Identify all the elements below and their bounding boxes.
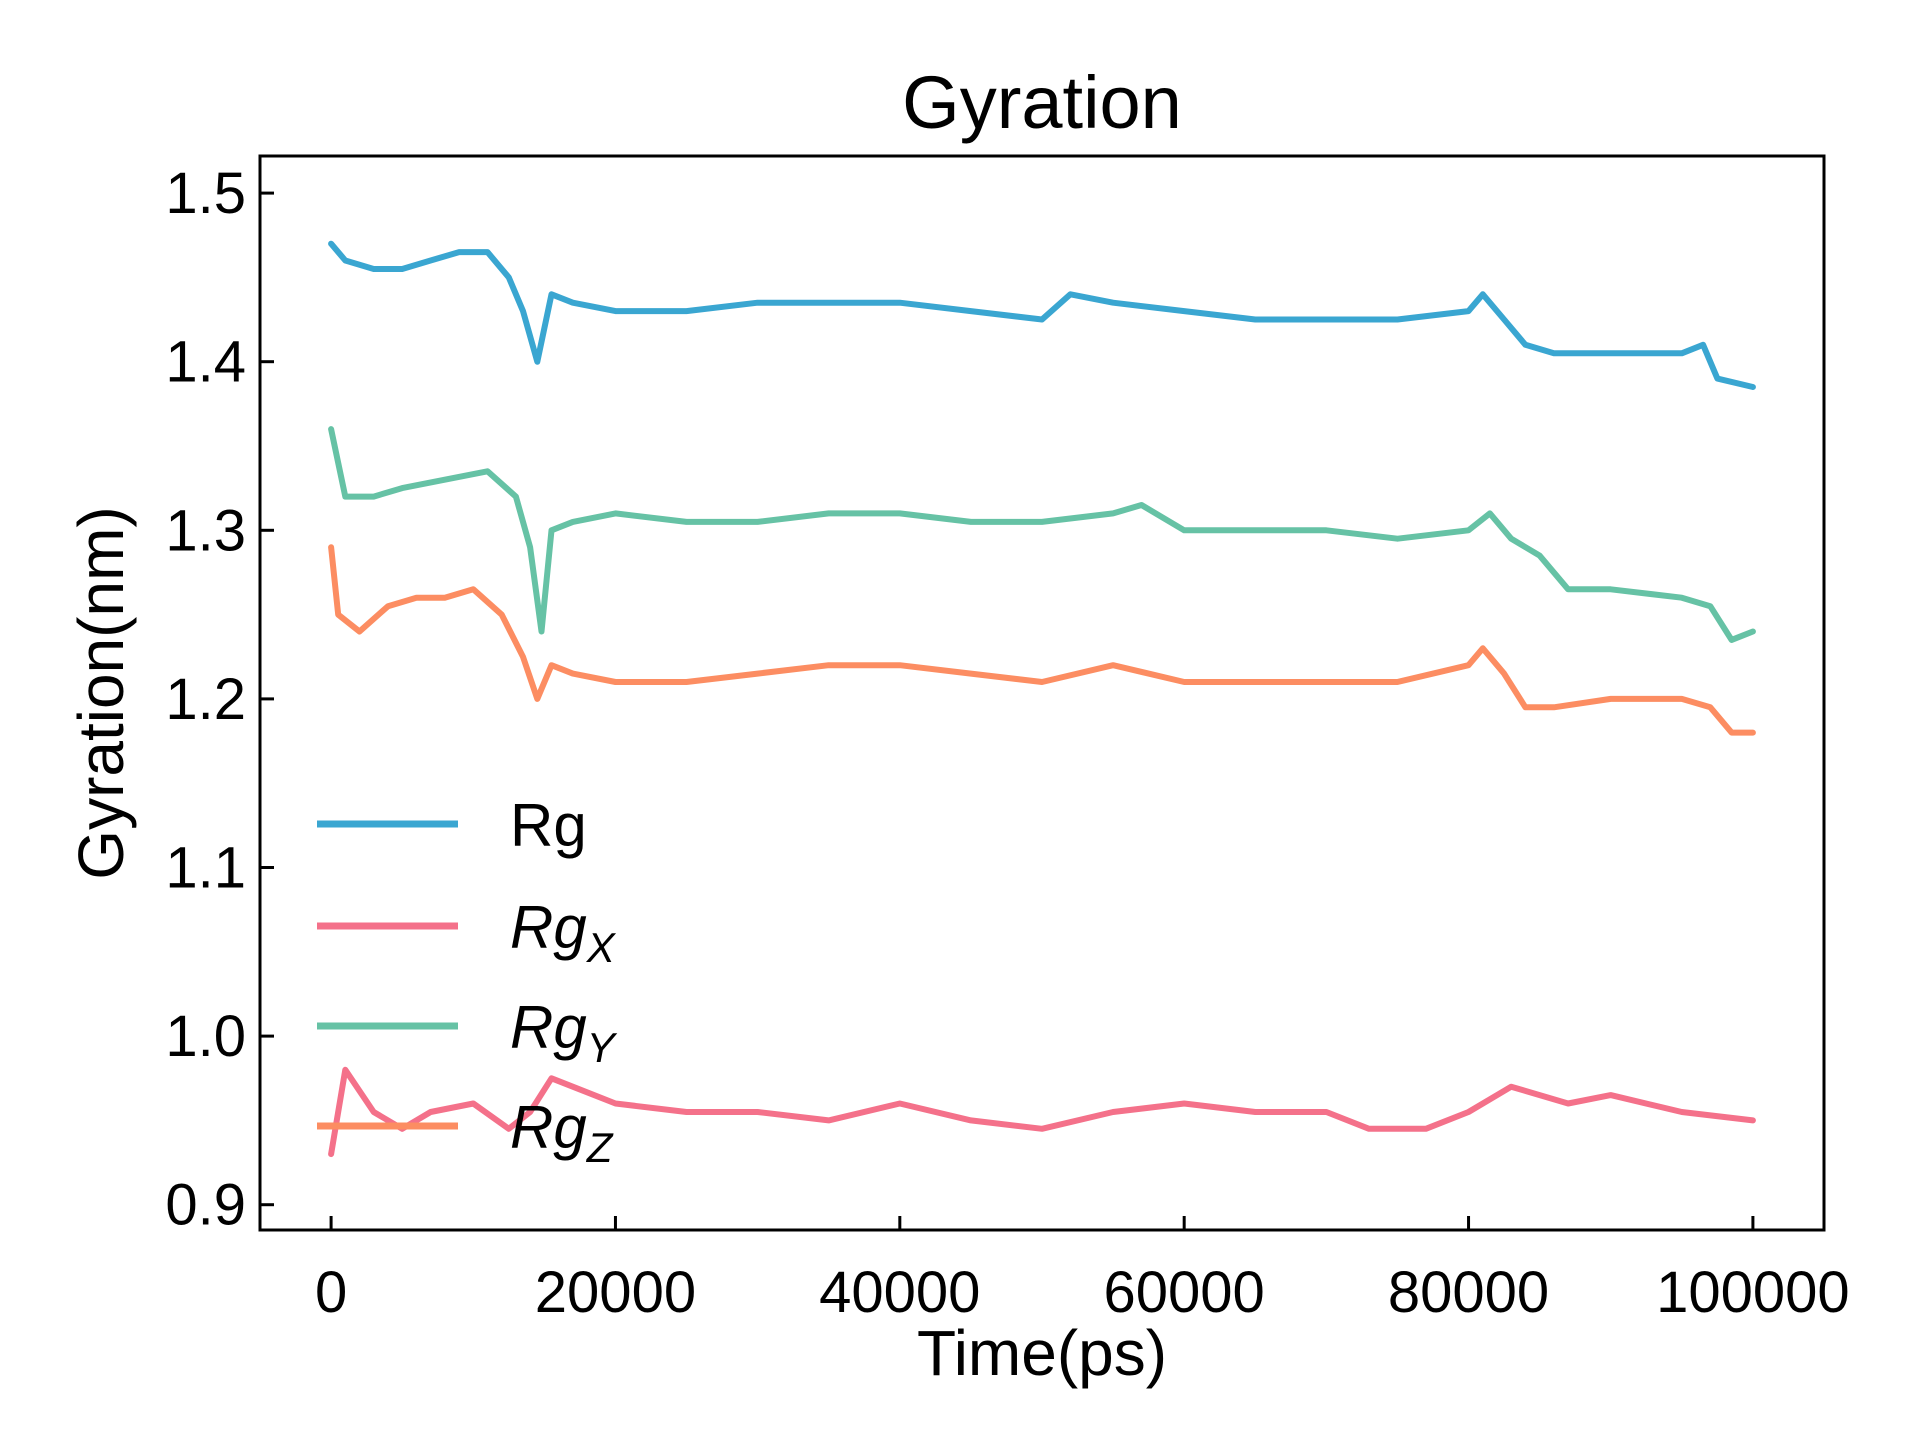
legend-label-rg: Rg [510,792,587,859]
y-axis-label: Gyration(nm) [65,506,137,879]
x-tick-label: 80000 [1388,1260,1549,1325]
x-tick-label: 0 [315,1260,347,1325]
x-axis-label: Time(ps) [917,1317,1167,1389]
y-tick-label: 1.4 [165,330,246,395]
x-axis: 0 20000 40000 60000 80000 100000 [315,1216,1850,1325]
y-tick-label: 1.1 [165,836,246,901]
legend-label-rgz: RgZ [510,1094,614,1171]
y-tick-label: 1.2 [165,667,246,732]
y-tick-label: 1.3 [165,498,246,563]
y-tick-label: 1.0 [165,1004,246,1069]
chart-title: Gyration [902,61,1182,144]
legend-label-rgy: RgY [510,994,618,1071]
x-tick-label: 40000 [819,1260,980,1325]
x-tick-label: 100000 [1656,1260,1850,1325]
x-tick-label: 20000 [535,1260,696,1325]
series-group [328,240,1756,1158]
y-tick-label: 1.5 [165,161,246,226]
plot-area [328,240,1756,1158]
x-tick-label: 60000 [1104,1260,1265,1325]
series-line-rgx [328,1066,1756,1158]
series-line-rg [328,240,1756,390]
series-line-rgz [328,544,1756,736]
legend: Rg RgX RgY RgZ [317,792,618,1171]
plot-frame [258,154,1826,1232]
legend-label-rgx: RgX [510,894,617,971]
series-line-rgy [328,426,1756,643]
y-axis: 0.9 1.0 1.1 1.2 1.3 1.4 1.5 [165,161,274,1238]
y-tick-label: 0.9 [165,1173,246,1238]
